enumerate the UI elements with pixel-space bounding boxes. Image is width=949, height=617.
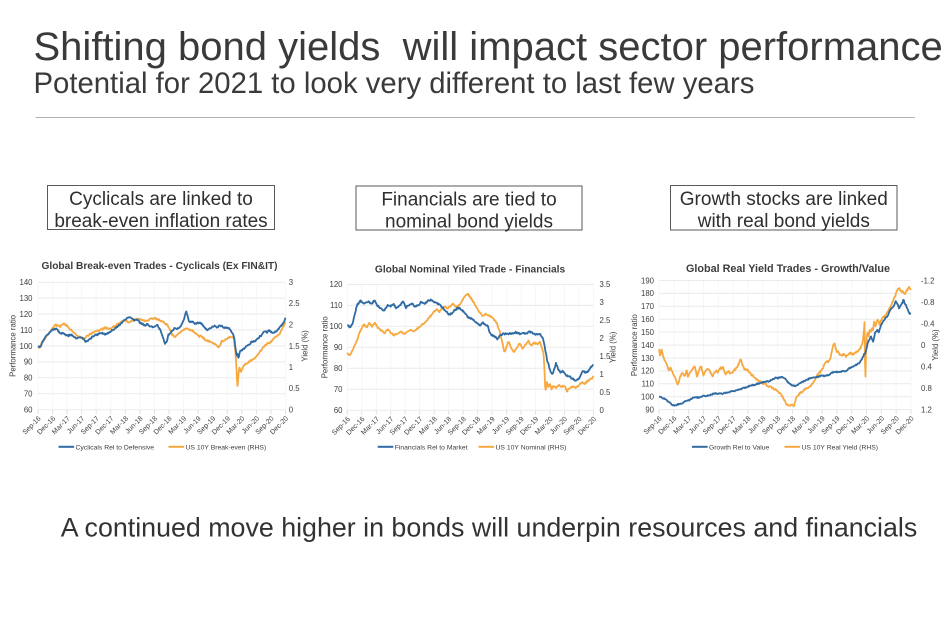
svg-text:2: 2 [289, 321, 293, 330]
svg-text:90: 90 [645, 405, 654, 414]
svg-text:1.5: 1.5 [600, 352, 612, 361]
svg-text:180: 180 [641, 289, 655, 298]
svg-text:Financials Rel to Market: Financials Rel to Market [395, 444, 468, 451]
svg-text:0: 0 [289, 406, 294, 415]
svg-text:110: 110 [20, 326, 33, 335]
svg-text:Global Real Yield Trades - Gro: Global Real Yield Trades - Growth/Value [686, 263, 890, 275]
svg-text:Growth stocks are linked: Growth stocks are linked [680, 189, 888, 210]
svg-text:3: 3 [289, 278, 293, 287]
svg-text:1: 1 [289, 363, 293, 372]
svg-text:US 10Y Real Yield (RHS): US 10Y Real Yield (RHS) [802, 444, 879, 451]
svg-text:90: 90 [334, 343, 343, 352]
svg-text:Growth Rel to Value: Growth Rel to Value [709, 444, 770, 451]
svg-text:120: 120 [19, 310, 33, 319]
svg-text:0.4: 0.4 [921, 362, 933, 371]
svg-text:190: 190 [641, 276, 655, 285]
svg-text:1.2: 1.2 [921, 405, 932, 414]
svg-text:Financials are tied to: Financials are tied to [381, 189, 556, 210]
svg-text:80: 80 [334, 364, 343, 373]
svg-text:140: 140 [19, 278, 33, 287]
svg-text:160: 160 [641, 315, 655, 324]
svg-text:70: 70 [24, 390, 33, 399]
svg-text:110: 110 [642, 380, 655, 389]
svg-text:Cyclicals Rel to Defensive: Cyclicals Rel to Defensive [76, 444, 155, 451]
svg-text:Performance ratio: Performance ratio [321, 316, 330, 379]
svg-text:0: 0 [921, 341, 926, 350]
svg-text:-1.2: -1.2 [921, 276, 934, 285]
svg-text:90: 90 [24, 358, 33, 367]
svg-text:170: 170 [641, 302, 655, 311]
svg-text:1.5: 1.5 [289, 342, 301, 351]
svg-text:Global Nominal Yiled Trade - F: Global Nominal Yiled Trade - Financials [375, 265, 566, 276]
svg-text:Shifting bond yields will imp: Shifting bond yields will impact sector … [34, 25, 943, 69]
svg-text:US 10Y Break-even (RHS): US 10Y Break-even (RHS) [186, 444, 267, 451]
svg-text:Global Break-even Trades - Cyc: Global Break-even Trades - Cyclicals (Ex… [41, 261, 277, 272]
svg-text:A continued move higher in bon: A continued move higher in bonds will un… [61, 513, 918, 543]
svg-text:0: 0 [600, 406, 605, 415]
svg-text:nominal bond yields: nominal bond yields [385, 212, 553, 233]
svg-text:0.5: 0.5 [600, 388, 612, 397]
svg-text:100: 100 [19, 342, 33, 351]
svg-text:Yield (%): Yield (%) [931, 329, 940, 361]
svg-text:110: 110 [330, 301, 343, 310]
svg-text:3: 3 [600, 298, 604, 307]
svg-text:Cyclicals are linked to: Cyclicals are linked to [69, 189, 253, 210]
svg-text:Potential for 2021 to look ver: Potential for 2021 to look very differen… [34, 67, 755, 100]
svg-text:1: 1 [600, 370, 604, 379]
svg-text:Yield (%): Yield (%) [301, 330, 310, 362]
svg-text:0.5: 0.5 [289, 384, 301, 393]
svg-text:150: 150 [641, 328, 655, 337]
svg-text:-0.4: -0.4 [921, 319, 935, 328]
svg-text:120: 120 [641, 367, 655, 376]
svg-text:Yield (%): Yield (%) [609, 331, 618, 363]
svg-text:with real bond yields: with real bond yields [697, 211, 870, 232]
svg-text:120: 120 [329, 280, 343, 289]
svg-text:60: 60 [334, 406, 343, 415]
svg-text:Performance ratio: Performance ratio [630, 313, 639, 376]
svg-text:2.5: 2.5 [289, 299, 301, 308]
svg-text:0.8: 0.8 [921, 384, 932, 393]
svg-text:130: 130 [641, 354, 655, 363]
svg-text:break-even inflation rates: break-even inflation rates [54, 211, 267, 232]
svg-text:US 10Y Nominal (RHS): US 10Y Nominal (RHS) [496, 444, 567, 451]
svg-text:140: 140 [641, 341, 655, 350]
svg-text:2.5: 2.5 [600, 316, 612, 325]
svg-text:2: 2 [600, 334, 604, 343]
svg-text:100: 100 [329, 322, 343, 331]
svg-text:100: 100 [641, 393, 655, 402]
svg-text:Performance ratio: Performance ratio [9, 314, 18, 377]
svg-text:60: 60 [24, 406, 33, 415]
svg-text:70: 70 [334, 385, 343, 394]
svg-text:130: 130 [19, 294, 33, 303]
svg-text:80: 80 [24, 374, 33, 383]
svg-text:-0.8: -0.8 [921, 298, 934, 307]
svg-text:3.5: 3.5 [600, 280, 612, 289]
